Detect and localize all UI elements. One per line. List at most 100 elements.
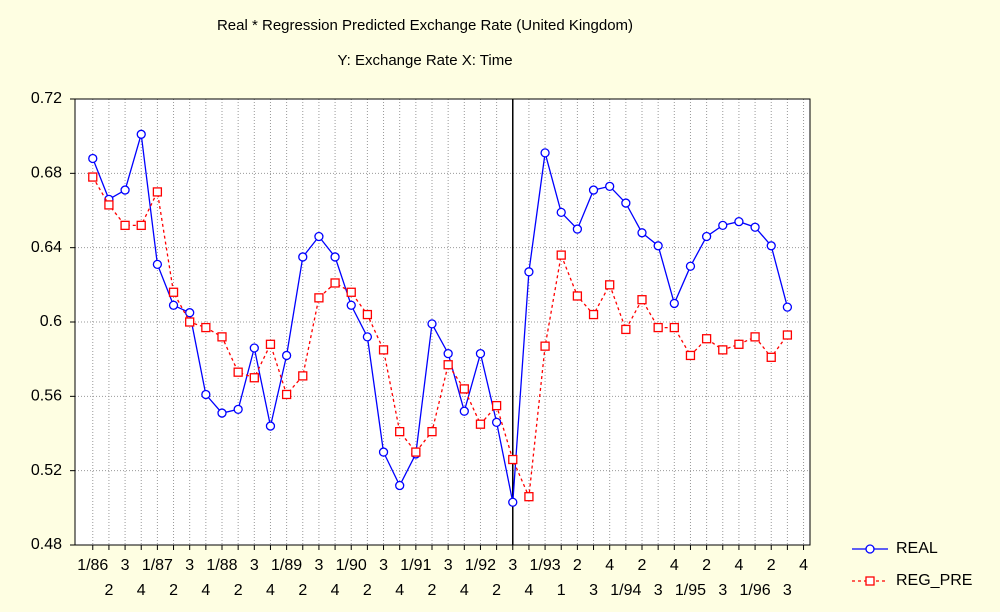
point-marker — [201, 389, 211, 400]
point-marker — [556, 250, 566, 260]
point-marker — [701, 231, 712, 242]
x-tick-label: 1/92 — [465, 557, 496, 574]
point-marker — [491, 417, 502, 428]
point-marker — [524, 492, 534, 502]
point-marker — [718, 345, 728, 355]
point-marker — [265, 339, 276, 349]
x-tick-label: 2 — [573, 557, 582, 574]
point-marker — [750, 332, 760, 342]
point-marker — [685, 350, 696, 361]
x-tick-label: 3 — [250, 557, 259, 574]
point-marker — [750, 222, 760, 232]
point-marker — [249, 343, 259, 353]
x-tick-label: 2 — [298, 582, 307, 599]
y-tick-label: 0.56 — [31, 388, 62, 405]
x-tick-label: 3 — [718, 582, 727, 599]
point-marker — [378, 345, 389, 355]
point-marker — [621, 324, 631, 335]
x-tick-label: 3 — [783, 582, 792, 599]
point-marker — [685, 261, 696, 271]
point-marker — [217, 408, 227, 418]
point-marker — [475, 348, 486, 359]
point-marker — [185, 308, 195, 318]
point-marker — [766, 241, 776, 251]
x-tick-label: 1 — [557, 582, 566, 599]
y-tick-label: 0.52 — [31, 462, 62, 479]
point-marker — [346, 300, 356, 310]
x-tick-label: 1/93 — [530, 557, 561, 574]
point-marker — [281, 389, 292, 400]
point-marker — [766, 352, 776, 362]
x-tick-label: 2 — [363, 582, 372, 599]
point-marker — [588, 185, 599, 195]
point-marker — [411, 447, 421, 457]
point-marker — [734, 216, 744, 227]
point-marker — [524, 267, 534, 277]
x-tick-label: 3 — [121, 557, 130, 574]
point-marker — [427, 426, 437, 437]
x-tick-label: 4 — [395, 582, 404, 599]
x-tick-label: 3 — [508, 557, 517, 574]
x-tick-label: 4 — [799, 557, 808, 574]
point-marker — [152, 187, 163, 197]
point-marker — [669, 322, 679, 333]
x-tick-label: 1/91 — [400, 557, 431, 574]
point-marker — [701, 334, 712, 344]
legend-label: REAL — [896, 540, 938, 557]
point-marker — [249, 373, 259, 383]
point-marker — [734, 339, 744, 349]
plot-frame — [74, 98, 811, 546]
point-marker — [120, 185, 130, 195]
x-tick-label: 2 — [702, 557, 711, 574]
point-marker — [491, 400, 502, 411]
point-marker — [314, 231, 324, 242]
point-marker — [88, 153, 98, 164]
x-tick-label: 2 — [492, 582, 501, 599]
point-marker — [395, 426, 405, 437]
point-marker — [233, 404, 243, 414]
point-marker — [185, 317, 195, 327]
point-marker — [395, 480, 405, 491]
point-marker — [362, 309, 373, 320]
point-marker — [265, 421, 276, 431]
point-marker — [669, 298, 679, 309]
point-marker — [637, 295, 647, 305]
x-tick-label: 4 — [137, 582, 146, 599]
x-tick-label: 1/88 — [206, 557, 237, 574]
point-marker — [201, 322, 211, 333]
x-tick-label: 2 — [104, 582, 113, 599]
x-tick-label: 4 — [670, 557, 679, 574]
y-tick-label: 0.6 — [40, 313, 62, 330]
point-marker — [459, 384, 469, 394]
x-tick-label: 1/90 — [336, 557, 367, 574]
grid — [70, 98, 810, 550]
point-marker — [588, 309, 599, 320]
point-marker — [152, 259, 163, 270]
point-marker — [120, 220, 130, 231]
y-tick-label: 0.64 — [31, 239, 62, 256]
point-marker — [653, 322, 663, 333]
point-marker — [88, 172, 98, 182]
x-tick-label: 1/89 — [271, 557, 302, 574]
x-tick-label: 3 — [185, 557, 194, 574]
point-marker — [298, 252, 308, 262]
point-marker — [508, 454, 518, 465]
point-marker — [718, 220, 728, 231]
y-tick-label: 0.72 — [31, 90, 62, 107]
point-marker — [362, 332, 373, 342]
marks — [88, 129, 793, 507]
point-marker — [459, 406, 469, 416]
x-tick-label: 3 — [379, 557, 388, 574]
point-marker — [782, 302, 793, 312]
x-tick-label: 1/86 — [77, 557, 108, 574]
x-tick-label: 3 — [314, 557, 323, 574]
point-marker — [508, 497, 518, 507]
point-marker — [314, 293, 324, 303]
x-tick-label: 2 — [428, 582, 437, 599]
y-tick-label: 0.68 — [31, 165, 62, 182]
point-marker — [136, 129, 146, 139]
x-tick-label: 1/87 — [142, 557, 173, 574]
point-marker — [443, 348, 453, 359]
point-marker — [540, 341, 550, 351]
